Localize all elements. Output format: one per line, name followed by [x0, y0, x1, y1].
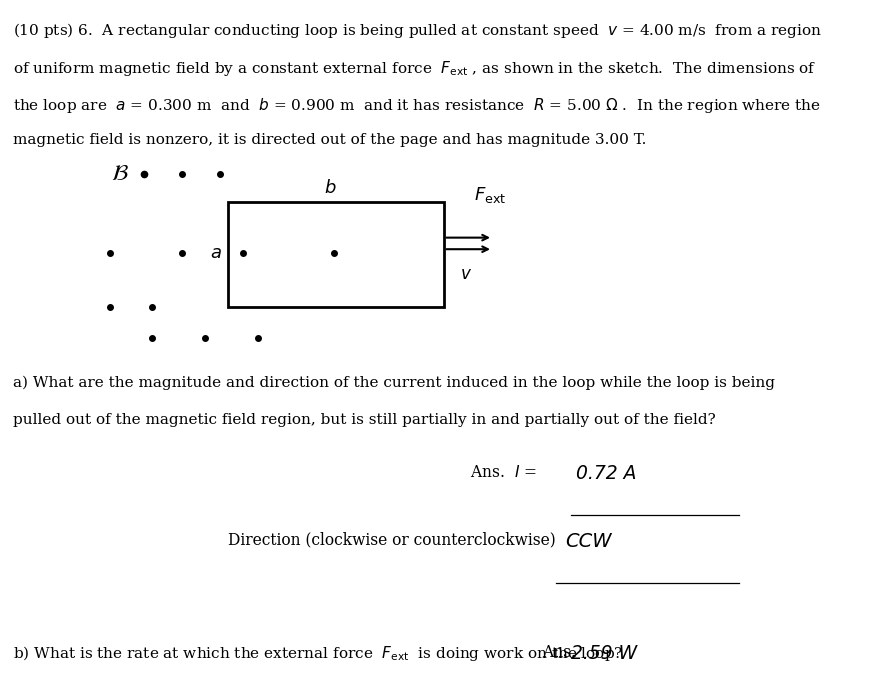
Text: Direction (clockwise or counterclockwise): Direction (clockwise or counterclockwise…: [227, 532, 556, 548]
Text: $v$: $v$: [460, 266, 473, 283]
Text: 2.59 W: 2.59 W: [571, 644, 637, 663]
Text: of uniform magnetic field by a constant external force  $F_{\mathrm{ext}}$ , as : of uniform magnetic field by a constant …: [13, 59, 817, 78]
Text: pulled out of the magnetic field region, but is still partially in and partially: pulled out of the magnetic field region,…: [13, 413, 716, 426]
Bar: [227, 202, 443, 307]
Text: Ans.  $I$ =: Ans. $I$ =: [470, 464, 539, 481]
Text: $F_{\mathrm{ext}}$: $F_{\mathrm{ext}}$: [474, 185, 506, 205]
Text: 0.72 A: 0.72 A: [576, 464, 637, 482]
Text: b) What is the rate at which the external force  $F_{\mathrm{ext}}$  is doing wo: b) What is the rate at which the externa…: [13, 644, 624, 663]
Text: Ans.: Ans.: [542, 644, 581, 661]
Text: the loop are  $a$ = 0.300 m  and  $b$ = 0.900 m  and it has resistance  $R$ = 5.: the loop are $a$ = 0.300 m and $b$ = 0.9…: [13, 96, 822, 115]
Text: $a$: $a$: [211, 244, 222, 262]
Text: $\mathcal{B}$: $\mathcal{B}$: [112, 163, 129, 185]
Text: a) What are the magnitude and direction of the current induced in the loop while: a) What are the magnitude and direction …: [13, 375, 775, 389]
Text: CCW: CCW: [565, 532, 611, 551]
Text: $b$: $b$: [324, 179, 336, 197]
Text: magnetic field is nonzero, it is directed out of the page and has magnitude 3.00: magnetic field is nonzero, it is directe…: [13, 134, 647, 147]
Text: (10 pts) 6.  A rectangular conducting loop is being pulled at constant speed  $v: (10 pts) 6. A rectangular conducting loo…: [13, 21, 822, 40]
